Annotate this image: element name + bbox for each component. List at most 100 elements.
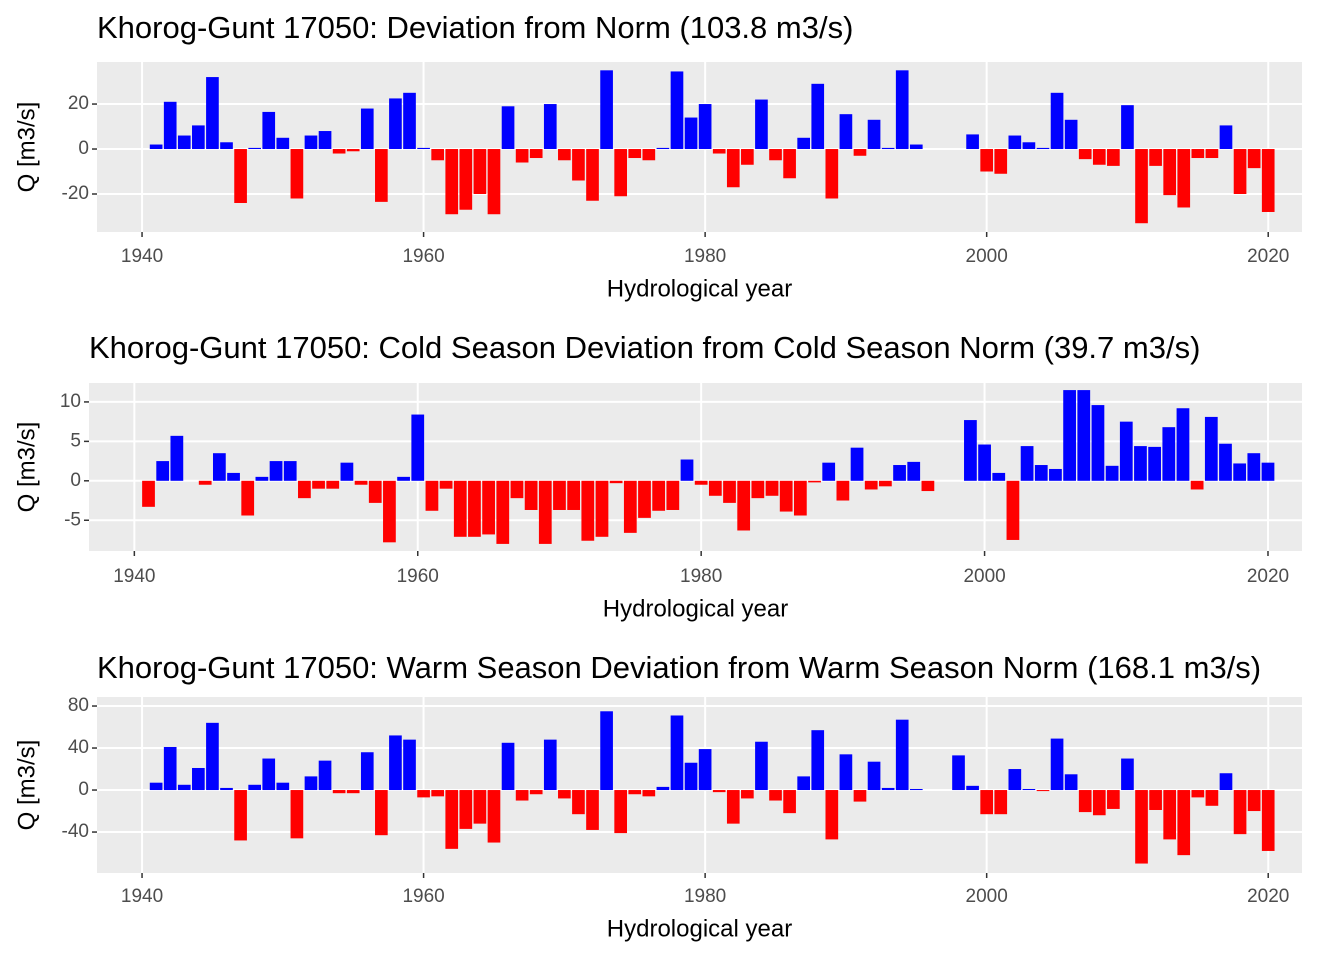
bar xyxy=(459,790,473,829)
bar xyxy=(642,149,656,161)
bar xyxy=(825,790,839,840)
bar xyxy=(439,480,453,489)
bar xyxy=(680,459,694,481)
bar xyxy=(318,760,332,791)
bar xyxy=(1247,149,1261,169)
bar xyxy=(212,453,226,481)
bar xyxy=(1177,149,1191,208)
bar xyxy=(198,480,212,485)
bar xyxy=(1105,465,1119,481)
bar xyxy=(1050,92,1064,150)
bar xyxy=(417,147,430,150)
bar xyxy=(269,461,283,481)
bar xyxy=(487,149,501,215)
bar xyxy=(980,790,994,815)
bar xyxy=(755,99,768,150)
bar xyxy=(1233,463,1247,481)
bar xyxy=(1219,125,1233,150)
bar xyxy=(572,790,585,815)
bar xyxy=(163,101,177,150)
bar xyxy=(867,761,881,791)
bar xyxy=(543,739,557,791)
bar xyxy=(340,462,354,481)
x-tick-label: 1980 xyxy=(680,566,722,587)
chart-title: Khorog-Gunt 17050: Deviation from Norm (… xyxy=(97,10,853,45)
x-tick-label: 2020 xyxy=(1247,246,1289,267)
bar xyxy=(581,480,595,541)
bar xyxy=(346,790,360,794)
bar xyxy=(538,480,552,544)
bar xyxy=(177,784,191,791)
bar xyxy=(793,480,807,516)
bar xyxy=(1022,142,1036,150)
bar xyxy=(572,149,585,181)
bar xyxy=(459,149,473,210)
bar xyxy=(318,131,332,150)
bar xyxy=(726,790,740,824)
bar xyxy=(389,98,402,150)
x-axis-label: Hydrological year xyxy=(607,275,792,302)
bar xyxy=(524,480,538,510)
bar xyxy=(468,480,481,537)
bar xyxy=(698,104,712,150)
bar xyxy=(1219,773,1233,791)
bar xyxy=(1204,416,1218,481)
bar xyxy=(670,715,684,791)
y-tick-label: 0 xyxy=(78,138,89,159)
bar xyxy=(1092,790,1106,816)
bar xyxy=(839,754,853,791)
bar xyxy=(1121,758,1134,791)
y-tick-label: 20 xyxy=(68,93,89,114)
bar xyxy=(1036,790,1050,792)
bar xyxy=(304,776,318,791)
bar xyxy=(206,77,219,150)
bar xyxy=(445,149,459,215)
y-tick-label: -40 xyxy=(62,821,89,842)
bar xyxy=(1022,788,1036,791)
bar xyxy=(1020,446,1034,481)
bar xyxy=(853,790,867,802)
bar xyxy=(192,767,205,791)
bar xyxy=(586,790,599,830)
bar xyxy=(496,480,510,544)
bar xyxy=(473,149,487,194)
bar xyxy=(652,480,666,511)
bar xyxy=(234,790,247,841)
x-tick-label: 2000 xyxy=(963,566,1005,587)
x-tick-label: 2000 xyxy=(966,886,1008,907)
bar xyxy=(964,420,977,481)
bar xyxy=(1078,149,1092,160)
bar xyxy=(783,790,796,814)
bar xyxy=(867,119,881,150)
x-tick-label: 1940 xyxy=(121,886,163,907)
bar xyxy=(656,786,670,791)
x-tick-label: 1940 xyxy=(113,566,155,587)
bar xyxy=(708,480,722,496)
bar xyxy=(417,790,430,798)
x-axis-label: Hydrological year xyxy=(603,595,788,622)
bar xyxy=(170,435,184,481)
bar xyxy=(628,790,642,795)
y-tick-label: 0 xyxy=(78,779,89,800)
bar xyxy=(698,749,712,791)
bar xyxy=(163,746,177,791)
bar xyxy=(797,776,811,791)
bar xyxy=(445,790,459,849)
bar xyxy=(192,125,205,150)
bar xyxy=(529,790,543,795)
x-tick-label: 2020 xyxy=(1247,566,1289,587)
bar xyxy=(586,149,599,201)
chart: 1940 1960 1980 2000 2020 -40 0 40 80 Khorog-Gunt … xyxy=(13,650,1302,942)
bar xyxy=(600,711,613,791)
bar xyxy=(638,480,651,518)
bar xyxy=(825,149,839,199)
bar xyxy=(262,111,276,150)
bar xyxy=(808,480,821,483)
bar xyxy=(354,480,368,485)
bar xyxy=(1149,790,1162,810)
bar xyxy=(262,758,276,791)
bar xyxy=(881,787,895,791)
bar xyxy=(553,480,566,510)
bar xyxy=(1233,790,1247,835)
